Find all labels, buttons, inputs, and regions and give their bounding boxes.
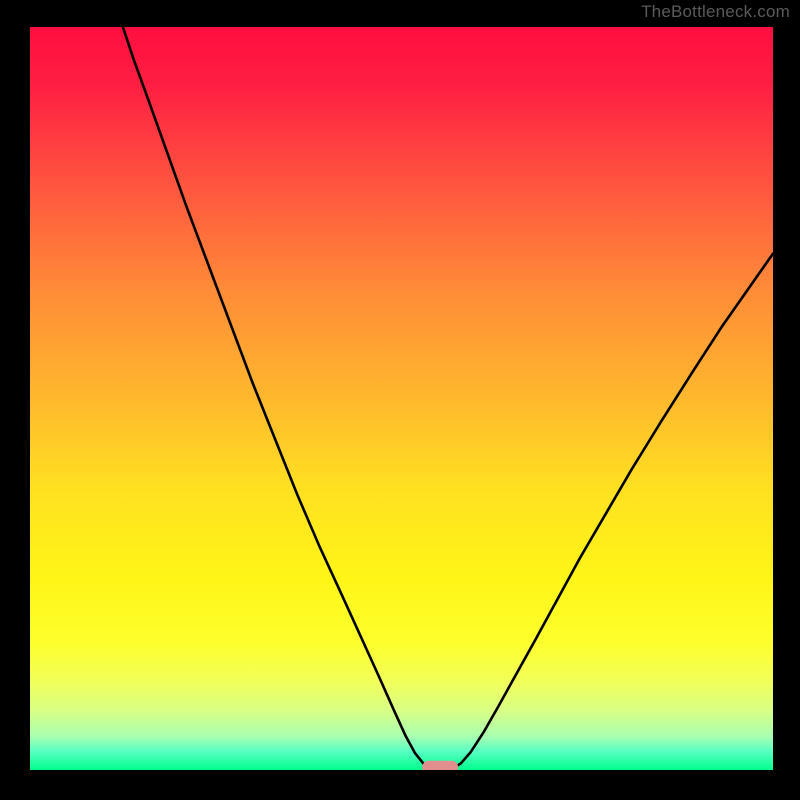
chart-container: TheBottleneck.com (0, 0, 800, 800)
bottleneck-curve (30, 27, 773, 770)
plot-area (26, 26, 774, 774)
minimum-marker (422, 761, 458, 774)
watermark-text: TheBottleneck.com (641, 2, 790, 22)
